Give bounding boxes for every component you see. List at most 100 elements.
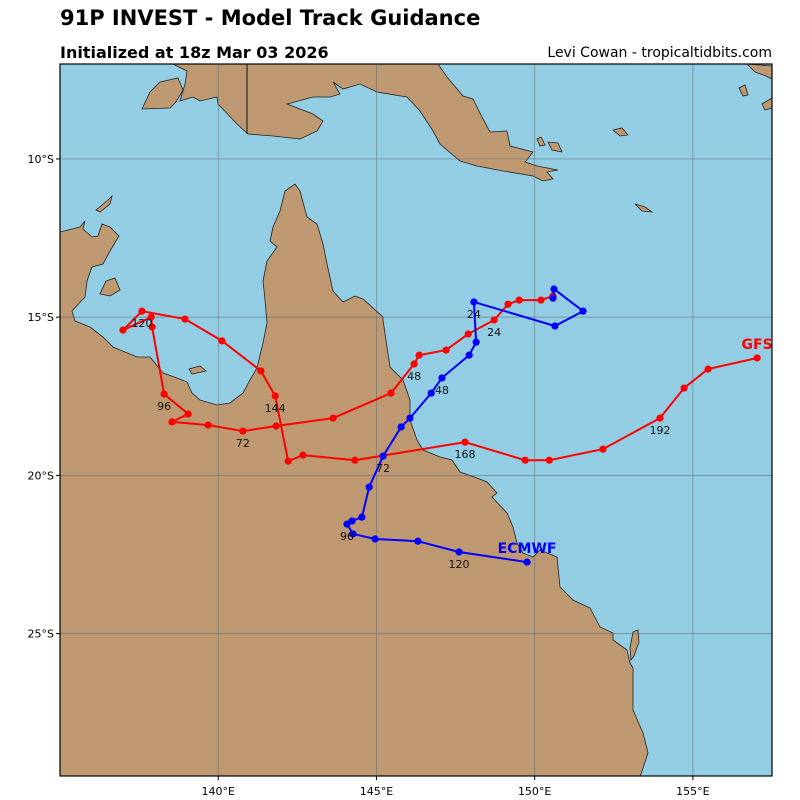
ecmwf-forecast-hour-label: 24 [467,308,481,321]
gfs-track-point [387,389,395,397]
gfs-track-point [704,365,712,373]
gfs-track-point [504,300,512,308]
ecmwf-track-point [579,307,587,315]
ecmwf-track-point [470,298,478,306]
lat-tick-label: 10°S [28,153,54,166]
gfs-track-point [545,456,553,464]
lat-tick-label: 20°S [28,469,54,482]
island-5-landmass [99,277,121,297]
gfs-track-point [218,337,226,345]
gfs-forecast-hour-label: 72 [236,437,250,450]
gfs-forecast-hour-label: 144 [265,402,286,415]
gfs-track-point [329,414,337,422]
gfs-track-point [147,313,155,321]
map-frame [59,63,773,777]
island-fraser-landmass [629,629,640,662]
gfs-track-point [271,392,279,400]
ecmwf-track-point [550,285,558,293]
gfs-track-point [515,296,523,304]
ecmwf-forecast-hour-label: 48 [435,384,449,397]
init-time: Initialized at 18z Mar 03 2026 [60,43,329,62]
island-east-1-landmass [746,64,772,80]
gfs-track-point [464,330,472,338]
lon-tick-label: 155°E [676,785,709,798]
gfs-track-point [351,456,359,464]
ecmwf-track-point [551,322,559,330]
gfs-track-point [272,422,280,430]
ecmwf-forecast-hour-label: 120 [449,558,470,571]
gfs-forecast-hour-label: 48 [407,370,421,383]
gfs-track-point [537,296,545,304]
island-east-2-landmass [761,97,772,111]
gfs-track-point [415,351,423,359]
gfs-track-point [148,323,156,331]
ecmwf-forecast-hour-label: 96 [340,530,354,543]
ecmwf-track-point [365,483,373,491]
gridlines [60,64,772,776]
ecmwf-track-point [414,537,422,545]
island-7-landmass [95,194,113,213]
ecmwf-track-point [358,513,366,521]
island-1-landmass [536,136,546,147]
gfs-forecast-hour-label: 24 [487,326,501,339]
lon-tick-label: 140°E [201,785,234,798]
gfs-track-point [160,390,168,398]
gfs-forecast-hour-label: 120 [131,317,152,330]
gfs-track-point [521,456,529,464]
ecmwf-track-point [397,423,405,431]
gfs-model-label: GFS [742,337,773,353]
gfs-track-point [168,418,176,426]
gfs-track-point [599,445,607,453]
ecmwf-track-point [438,374,446,382]
track-labels: 24 48 72 96 120 144 168 192 GFS 24 48 72 96 120 ECMWF [131,308,772,571]
gfs-track-point [656,414,664,422]
gfs-track-point [490,316,498,324]
island-4-landmass [634,203,654,213]
gfs-track-point [680,384,688,392]
island-west-landmass [141,77,184,110]
chart-title: 91P INVEST - Model Track Guidance [60,6,481,30]
gfs-track-point [257,367,265,375]
ecmwf-track-point [523,558,531,566]
gfs-forecast-hour-label: 96 [157,400,171,413]
lat-tick-label: 15°S [28,311,54,324]
gfs-track-point [461,438,469,446]
island-2-landmass [547,141,563,153]
gfs-track-point [284,457,292,465]
gfs-track-point [410,360,418,368]
gfs-track-point [299,451,307,459]
gfs-track-point [204,421,212,429]
ecmwf-track-point [549,294,557,302]
lat-tick-label: 25°S [28,628,54,641]
ecmwf-track-point [379,452,387,460]
gfs-forecast-hour-label: 168 [455,448,476,461]
ecmwf-track-point [455,548,463,556]
new-guinea-landmass [172,64,559,182]
gfs-track-point [239,427,247,435]
gfs-track-point [184,410,192,418]
australia-landmass [60,183,649,776]
gfs-track-line [122,295,758,463]
ecmwf-forecast-hour-label: 72 [376,462,390,475]
gfs-track-point [181,315,189,323]
lon-tick-label: 150°E [518,785,551,798]
lon-tick-label: 145°E [360,785,393,798]
tracks-layer [119,285,761,566]
gfs-track-point [119,326,127,334]
gfs-track-point [753,354,761,362]
island-east-3-landmass [738,84,749,97]
ecmwf-model-label: ECMWF [498,541,557,557]
credit: Levi Cowan - tropicaltidbits.com [547,45,772,61]
island-6-landmass [188,365,207,375]
ecmwf-track-point [343,520,351,528]
land-layer [60,64,772,776]
ecmwf-track-point [472,338,480,346]
ecmwf-track-point [427,389,435,397]
ecmwf-track-point [371,535,379,543]
ecmwf-track-point [349,530,357,538]
gfs-forecast-hour-label: 192 [649,424,670,437]
ecmwf-track-point [406,414,414,422]
gfs-track-point [442,346,450,354]
ecmwf-track-point [465,351,473,359]
